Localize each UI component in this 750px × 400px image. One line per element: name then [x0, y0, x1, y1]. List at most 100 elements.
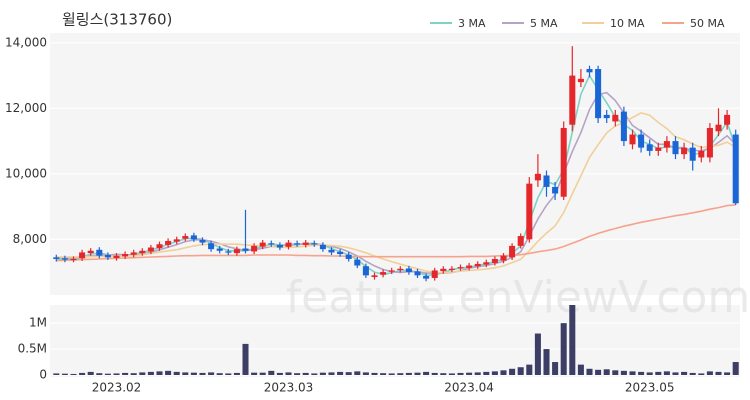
volume-bar	[208, 372, 215, 375]
y-tick-label: 10,000	[5, 166, 47, 180]
watermark: feature.enViewV.com	[286, 272, 750, 323]
y-tick-label: 0.5M	[18, 342, 47, 356]
volume-bar	[53, 373, 60, 375]
volume-bar	[663, 371, 670, 375]
volume-bar	[285, 372, 292, 375]
candle-body	[517, 236, 524, 246]
candle-body	[345, 254, 352, 259]
candle-body	[268, 243, 275, 245]
volume-bar	[311, 373, 318, 375]
candle-body	[113, 255, 120, 258]
volume-bar	[199, 372, 206, 375]
volume-bar	[509, 368, 516, 375]
candle-body	[655, 147, 662, 151]
candle-body	[397, 268, 404, 270]
x-tick-label: 2023.03	[264, 381, 314, 395]
candle-body	[311, 243, 318, 245]
candle-body	[603, 114, 610, 119]
volume-bar	[319, 372, 326, 375]
candle-body	[543, 175, 550, 187]
candle-body	[122, 254, 129, 257]
volume-bar	[397, 373, 404, 375]
volume-bar	[216, 373, 223, 375]
candle-body	[457, 267, 464, 269]
volume-bar	[87, 371, 94, 375]
volume-bar	[577, 364, 584, 375]
volume-panel	[50, 305, 740, 377]
volume-bar	[276, 372, 283, 375]
candle-body	[629, 134, 636, 145]
y-tick-label: 1M	[29, 316, 47, 330]
candle-body	[380, 272, 387, 275]
candle-body	[724, 114, 731, 125]
candle-body	[242, 248, 249, 251]
candle-body	[276, 244, 283, 248]
volume-bar	[457, 372, 464, 375]
legend-label: 10 MA	[610, 17, 645, 30]
candle-body	[87, 250, 94, 254]
volume-bar	[139, 372, 146, 375]
volume-bar	[79, 372, 86, 375]
candle-body	[70, 258, 77, 261]
legend-label: 5 MA	[530, 17, 558, 30]
candle-body	[182, 236, 189, 239]
candle-body	[681, 147, 688, 155]
volume-bar	[388, 373, 395, 375]
x-tick-label: 2023.05	[625, 381, 675, 395]
volume-bar	[620, 370, 627, 375]
candle-body	[526, 183, 533, 240]
volume-bar	[130, 373, 137, 375]
candle-body	[139, 250, 146, 254]
volume-bar	[225, 373, 232, 375]
volume-bar	[500, 370, 507, 375]
candle-body	[577, 78, 584, 83]
volume-bar	[405, 372, 412, 375]
candle-body	[483, 262, 490, 265]
candle-body	[354, 259, 361, 266]
candle-body	[560, 127, 567, 197]
volume-bar	[655, 371, 662, 375]
candle-body	[474, 263, 481, 267]
volume-bar	[294, 373, 301, 375]
candle-body	[53, 257, 60, 259]
volume-bar	[552, 362, 559, 375]
volume-bar	[543, 349, 550, 375]
candle-body	[646, 144, 653, 151]
volume-bar	[337, 371, 344, 375]
volume-bar	[165, 370, 172, 375]
candle-body	[715, 124, 722, 132]
volume-bar	[259, 372, 266, 375]
candle-body	[431, 270, 438, 278]
candle-body	[500, 255, 507, 261]
volume-bar	[122, 372, 129, 375]
volume-bar	[560, 323, 567, 375]
volume-bar	[689, 372, 696, 375]
volume-bar	[251, 372, 258, 375]
volume-bar	[354, 371, 361, 375]
candle-body	[689, 147, 696, 161]
volume-bar	[182, 372, 189, 375]
candle-body	[208, 243, 215, 250]
volume-bar	[483, 371, 490, 375]
volume-bar	[724, 372, 731, 375]
volume-bar	[526, 364, 533, 375]
candle-body	[509, 245, 516, 258]
volume-bar	[448, 373, 455, 375]
candle-body	[130, 252, 137, 255]
ma-line	[56, 204, 736, 262]
volume-bar	[629, 371, 636, 375]
volume-bar	[328, 372, 335, 375]
volume-bar	[268, 370, 275, 375]
candle-body	[294, 243, 301, 245]
volume-bar	[466, 372, 473, 375]
candle-body	[285, 242, 292, 247]
volume-bar	[104, 373, 111, 375]
candle-body	[190, 235, 197, 240]
candle-body	[371, 275, 378, 277]
volume-bar	[431, 372, 438, 375]
y-tick-label: 0	[39, 368, 47, 382]
candle-body	[534, 173, 541, 181]
volume-bar	[517, 367, 524, 375]
volume-bar	[61, 373, 68, 375]
volume-bar	[414, 372, 421, 375]
